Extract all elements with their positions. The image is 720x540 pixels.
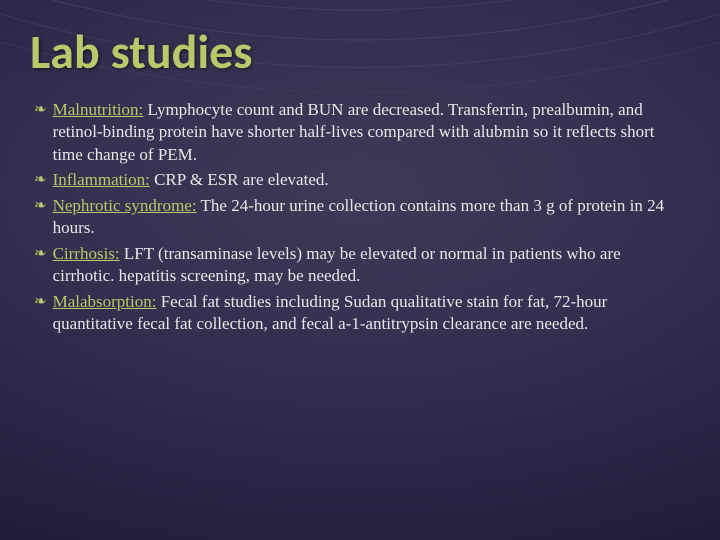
bullet-icon: ❧ xyxy=(34,171,47,191)
bullet-body: Lymphocyte count and BUN are decreased. … xyxy=(53,100,655,164)
bullet-icon: ❧ xyxy=(34,197,47,217)
bullet-label: Inflammation: xyxy=(53,170,150,189)
slide-title: Lab studies xyxy=(30,22,690,81)
bullet-text: Malnutrition: Lymphocyte count and BUN a… xyxy=(53,99,684,166)
bullet-label: Malabsorption: xyxy=(53,292,157,311)
bullet-label: Nephrotic syndrome: xyxy=(53,196,197,215)
bullet-body: CRP & ESR are elevated. xyxy=(150,170,329,189)
list-item: ❧ Cirrhosis: LFT (transaminase levels) m… xyxy=(34,243,684,288)
list-item: ❧ Nephrotic syndrome: The 24-hour urine … xyxy=(34,195,684,240)
bullet-icon: ❧ xyxy=(34,293,47,313)
bullet-label: Cirrhosis: xyxy=(53,244,120,263)
bullet-body: LFT (transaminase levels) may be elevate… xyxy=(53,244,621,285)
bullet-label: Malnutrition: xyxy=(53,100,144,119)
list-item: ❧ Malabsorption: Fecal fat studies inclu… xyxy=(34,291,684,336)
bullet-text: Inflammation: CRP & ESR are elevated. xyxy=(53,169,684,191)
bullet-list: ❧ Malnutrition: Lymphocyte count and BUN… xyxy=(30,99,690,335)
list-item: ❧ Malnutrition: Lymphocyte count and BUN… xyxy=(34,99,684,166)
bullet-text: Cirrhosis: LFT (transaminase levels) may… xyxy=(53,243,684,288)
slide-container: Lab studies ❧ Malnutrition: Lymphocyte c… xyxy=(0,0,720,540)
bullet-icon: ❧ xyxy=(34,101,47,121)
bullet-icon: ❧ xyxy=(34,245,47,265)
bullet-text: Malabsorption: Fecal fat studies includi… xyxy=(53,291,684,336)
bullet-text: Nephrotic syndrome: The 24-hour urine co… xyxy=(53,195,684,240)
list-item: ❧ Inflammation: CRP & ESR are elevated. xyxy=(34,169,684,191)
